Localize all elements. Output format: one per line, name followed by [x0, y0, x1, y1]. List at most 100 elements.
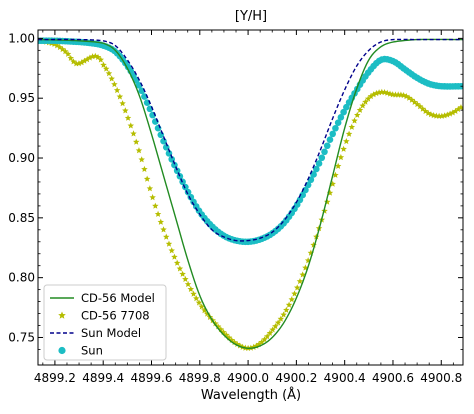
data-point-cd-56-7708 — [293, 284, 301, 291]
chart-title: [Y/H] — [235, 9, 267, 24]
data-point-cd-56-7708 — [105, 70, 113, 77]
data-point-sun — [299, 191, 306, 199]
y-tick-label: 0.85 — [8, 211, 35, 225]
data-point-cd-56-7708 — [261, 336, 268, 343]
data-point-cd-56-7708 — [454, 105, 462, 113]
data-point-sun — [326, 136, 334, 144]
data-point-cd-56-7708 — [334, 162, 342, 169]
data-point-cd-56-7708 — [124, 114, 132, 121]
legend-item-cd-56-7708: CD-56 7708 — [58, 309, 150, 323]
data-point-cd-56-7708 — [195, 299, 203, 306]
data-point-cd-56-7708 — [62, 48, 69, 55]
x-tick-label: 4900.2 — [275, 371, 317, 385]
data-point-cd-56-7708 — [157, 218, 165, 225]
data-point-cd-56-7708 — [135, 147, 143, 154]
x-axis: 4899.2 4899.4 4899.6 4899.8 4900.0 4900.2 4900… — [34, 30, 462, 385]
data-point-cd-56-7708 — [201, 307, 208, 314]
data-point-sun — [334, 119, 342, 127]
data-point-cd-56-7708 — [113, 86, 121, 94]
data-point-cd-56-7708 — [97, 56, 104, 63]
data-point-cd-56-7708 — [310, 241, 317, 248]
data-point-sun — [313, 165, 320, 173]
data-point-cd-56-7708 — [154, 210, 162, 217]
data-point-cd-56-7708 — [340, 145, 347, 152]
data-point-cd-56-7708 — [184, 280, 192, 288]
plot-frame — [37, 29, 464, 366]
data-point-sun — [310, 171, 317, 178]
x-tick-label: 4899.2 — [34, 371, 76, 385]
data-point-cd-56-7708 — [146, 185, 154, 192]
x-tick-label: 4899.6 — [130, 371, 172, 385]
data-point-cd-56-7708 — [351, 117, 358, 124]
legend-label: CD-56 Model — [81, 291, 155, 305]
data-point-cd-56-7708 — [127, 122, 135, 129]
data-point-cd-56-7708 — [212, 320, 219, 327]
data-point-cd-56-7708 — [187, 285, 195, 292]
data-point-cd-56-7708 — [283, 306, 290, 313]
x-tick-label: 4900.0 — [227, 371, 269, 385]
data-point-cd-56-7708 — [313, 233, 320, 240]
data-point-cd-56-7708 — [359, 102, 366, 109]
data-point-sun — [154, 124, 162, 132]
data-point-cd-56-7708 — [165, 240, 173, 247]
data-point-cd-56-7708 — [280, 311, 287, 318]
data-point-cd-56-7708 — [362, 98, 369, 105]
data-point-cd-56-7708 — [81, 57, 88, 64]
data-point-cd-56-7708 — [116, 93, 124, 100]
data-point-cd-56-7708 — [179, 270, 186, 277]
data-point-cd-56-7708 — [94, 53, 102, 60]
data-point-cd-56-7708 — [332, 171, 339, 178]
data-point-cd-56-7708 — [198, 303, 205, 310]
data-point-cd-56-7708 — [291, 290, 298, 297]
data-point-sun — [329, 130, 337, 138]
data-point-cd-56-7708 — [78, 59, 85, 66]
data-point-cd-56-7708 — [446, 110, 454, 117]
data-point-cd-56-7708 — [152, 202, 159, 209]
x-tick-label: 4899.4 — [82, 371, 124, 385]
data-point-cd-56-7708 — [83, 56, 91, 63]
data-point-cd-56-7708 — [86, 54, 94, 61]
y-tick-label: 0.75 — [8, 330, 35, 344]
data-point-sun — [187, 193, 195, 201]
data-point-cd-56-7708 — [214, 323, 222, 330]
data-point-cd-56-7708 — [108, 75, 115, 82]
data-point-cd-56-7708 — [168, 247, 175, 254]
data-point-cd-56-7708 — [160, 226, 167, 233]
y-tick-label: 0.90 — [8, 151, 35, 165]
data-point-cd-56-7708 — [64, 50, 72, 57]
data-point-cd-56-7708 — [367, 92, 375, 100]
data-point-cd-56-7708 — [285, 301, 293, 308]
data-point-cd-56-7708 — [449, 109, 456, 116]
data-point-cd-56-7708 — [141, 165, 148, 172]
x-tick-label: 4900.8 — [420, 371, 462, 385]
data-point-cd-56-7708 — [111, 80, 118, 88]
data-point-cd-56-7708 — [457, 104, 463, 111]
x-axis-title: Wavelength (Å) — [201, 387, 301, 403]
data-point-cd-56-7708 — [122, 107, 129, 114]
data-point-cd-56-7708 — [143, 175, 151, 182]
legend-item-cd-56-model: CD-56 Model — [50, 291, 155, 305]
data-point-sun — [340, 108, 347, 116]
legend-label: CD-56 7708 — [81, 309, 150, 323]
legend-swatch — [58, 346, 66, 355]
data-point-cd-56-7708 — [176, 265, 184, 272]
y-tick-label: 1.00 — [8, 31, 35, 45]
data-point-cd-56-7708 — [119, 100, 126, 107]
data-point-cd-56-7708 — [100, 61, 107, 68]
data-point-cd-56-7708 — [67, 54, 74, 61]
data-point-cd-56-7708 — [130, 130, 137, 137]
data-point-sun — [321, 148, 328, 156]
data-point-cd-56-7708 — [266, 329, 274, 336]
data-point-cd-56-7708 — [258, 338, 265, 345]
data-point-sun — [332, 124, 339, 132]
legend-box — [43, 284, 167, 361]
data-point-cd-56-7708 — [171, 253, 178, 260]
data-point-cd-56-7708 — [163, 233, 170, 240]
data-point-cd-56-7708 — [277, 315, 285, 322]
legend: CD-56 Model CD-56 7708 Sun Model Sun — [43, 284, 167, 361]
legend-item-sun: Sun — [58, 344, 103, 358]
series-sun-model — [38, 38, 463, 242]
legend-label: Sun Model — [81, 326, 141, 340]
data-point-sun — [457, 82, 463, 90]
